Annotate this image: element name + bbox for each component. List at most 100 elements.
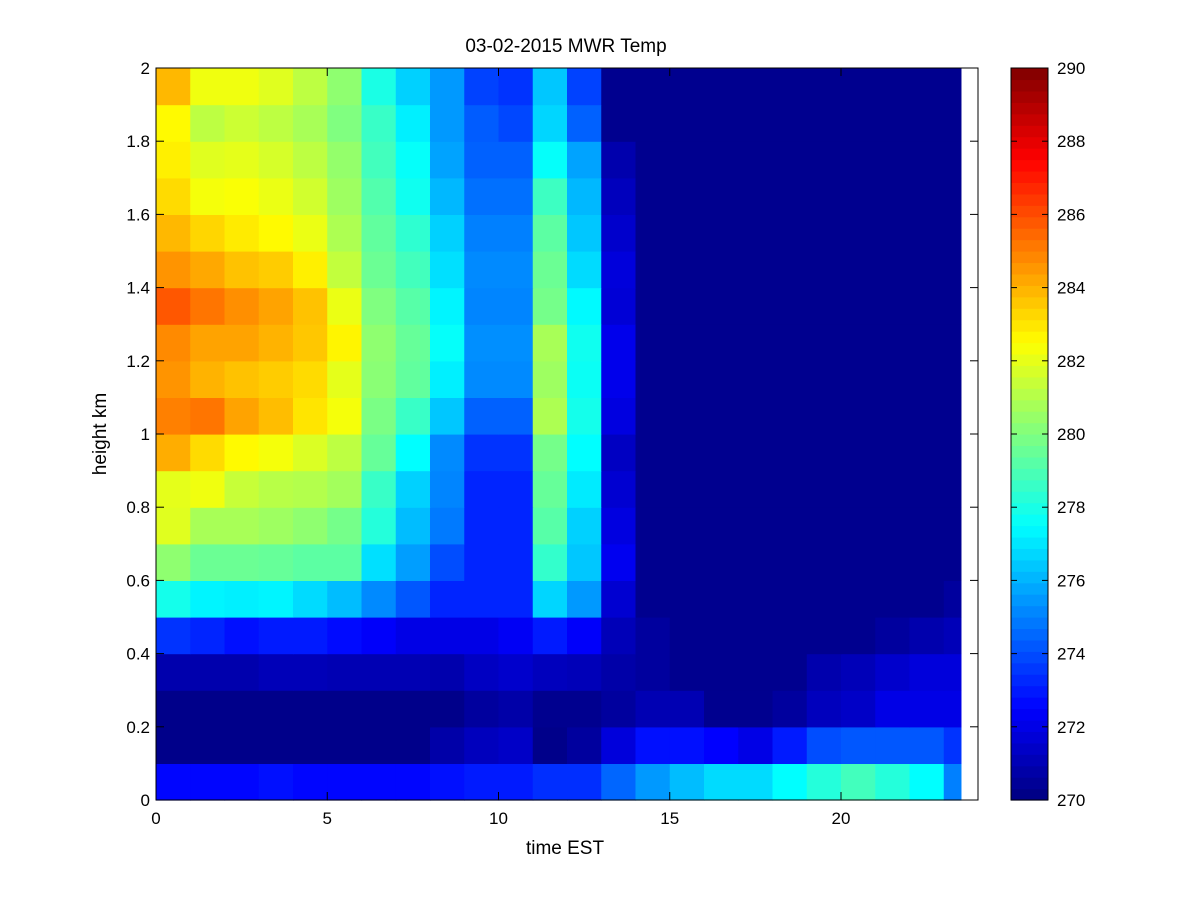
heatmap-cell: [327, 507, 363, 545]
heatmap-cell: [395, 141, 431, 179]
heatmap-cell: [635, 177, 671, 215]
heatmap-cell: [361, 251, 397, 289]
heatmap-cell: [909, 507, 945, 545]
heatmap-cell: [293, 287, 328, 325]
heatmap-cell: [464, 251, 500, 289]
heatmap-cell: [327, 360, 363, 398]
colorbar-segment: [1011, 388, 1048, 401]
heatmap-cell: [875, 104, 911, 142]
heatmap-cell: [532, 177, 568, 215]
heatmap-cell: [430, 617, 465, 655]
heatmap-cell: [943, 726, 962, 764]
heatmap-cell: [258, 104, 294, 142]
heatmap-cell: [635, 397, 671, 435]
heatmap-cell: [806, 617, 842, 655]
heatmap-cell: [498, 177, 534, 215]
heatmap-cell: [567, 470, 602, 508]
colorbar-segment: [1011, 331, 1048, 344]
heatmap-cell: [430, 214, 465, 252]
colorbar-segment: [1011, 594, 1048, 607]
y-tick-labels: 0 0.2 0.4 0.6 0.8 1 1.2 1.4 1.6 1.8 2: [126, 59, 150, 810]
colorbar-segment: [1011, 697, 1048, 710]
heatmap-cell: [635, 141, 671, 179]
heatmap-cell: [704, 104, 739, 142]
heatmap-cell: [190, 397, 226, 435]
colorbar-segment: [1011, 502, 1048, 515]
heatmap-cell: [498, 653, 534, 691]
heatmap-cell: [327, 214, 363, 252]
heatmap-cell: [841, 690, 876, 728]
heatmap-cell: [669, 68, 705, 106]
colorbar-segment: [1011, 662, 1048, 675]
heatmap-cell: [327, 580, 363, 618]
heatmap-cell: [875, 397, 911, 435]
heatmap-cell: [498, 397, 534, 435]
heatmap-cell: [224, 617, 260, 655]
heatmap-cell: [224, 214, 260, 252]
heatmap-cell: [875, 726, 911, 764]
heatmap-cell: [464, 470, 500, 508]
heatmap-cell: [567, 397, 602, 435]
heatmap-cell: [156, 68, 191, 106]
heatmap-cell: [704, 653, 739, 691]
heatmap-cell: [224, 324, 260, 362]
heatmap-cell: [224, 360, 260, 398]
heatmap-cell: [361, 360, 397, 398]
heatmap-cell: [224, 397, 260, 435]
heatmap-cell: [430, 287, 465, 325]
heatmap-cell: [464, 104, 500, 142]
x-tick-label: 20: [832, 809, 851, 828]
colorbar-segment: [1011, 193, 1048, 206]
colorbar-segment: [1011, 216, 1048, 229]
heatmap-cell: [224, 580, 260, 618]
colorbar-segment: [1011, 605, 1048, 618]
heatmap-cell: [601, 141, 637, 179]
heatmap-cell: [532, 653, 568, 691]
heatmap-cell: [464, 763, 500, 801]
heatmap-cell: [190, 177, 226, 215]
heatmap-cell: [738, 470, 774, 508]
heatmap-cell: [498, 617, 534, 655]
heatmap-cell: [601, 763, 637, 801]
heatmap-cell: [875, 177, 911, 215]
colorbar-segment: [1011, 125, 1048, 138]
heatmap-cell: [875, 470, 911, 508]
heatmap-cell: [567, 690, 602, 728]
heatmap-cell: [293, 68, 328, 106]
heatmap-cell: [738, 726, 774, 764]
colorbar-segment: [1011, 788, 1048, 801]
colorbar-segment: [1011, 273, 1048, 286]
heatmap-cell: [190, 470, 226, 508]
heatmap-cell: [772, 324, 808, 362]
colorbar-tick-label: 282: [1057, 352, 1085, 371]
heatmap-cell: [738, 653, 774, 691]
colorbar-tick-label: 270: [1057, 791, 1085, 810]
colorbar-segment: [1011, 777, 1048, 790]
heatmap-cell: [943, 617, 962, 655]
colorbar-segment: [1011, 685, 1048, 698]
heatmap-cell: [875, 763, 911, 801]
heatmap-cell: [532, 68, 568, 106]
colorbar-segment: [1011, 376, 1048, 389]
x-tick-label: 15: [660, 809, 679, 828]
heatmap-cell: [464, 726, 500, 764]
heatmap-cell: [156, 507, 191, 545]
heatmap-cell: [327, 434, 363, 472]
heatmap-cell: [532, 470, 568, 508]
heatmap-cell: [567, 653, 602, 691]
heatmap-cell: [293, 251, 328, 289]
heatmap-cell: [224, 470, 260, 508]
heatmap-cell: [669, 434, 705, 472]
heatmap-cell: [224, 690, 260, 728]
heatmap-cell: [635, 68, 671, 106]
heatmap-cell: [532, 104, 568, 142]
colorbar-segment: [1011, 205, 1048, 218]
heatmap-cell: [635, 617, 671, 655]
heatmap-cell: [567, 68, 602, 106]
heatmap-cell: [430, 324, 465, 362]
heatmap-cell: [224, 763, 260, 801]
colorbar-segment: [1011, 708, 1048, 721]
heatmap-cell: [190, 726, 226, 764]
colorbar-tick-label: 290: [1057, 59, 1085, 78]
